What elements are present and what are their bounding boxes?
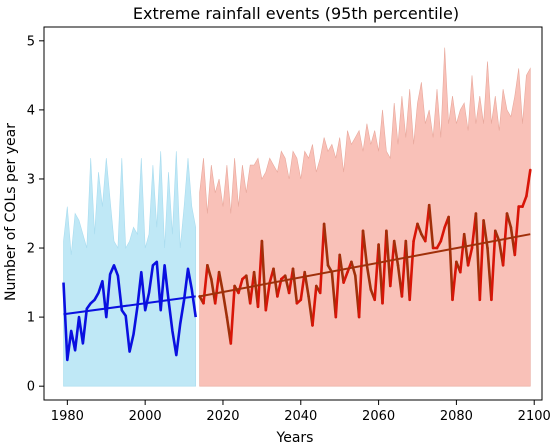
projection-series-segment xyxy=(322,222,330,267)
projection-series-segment xyxy=(521,194,528,208)
x-tick-label: 2020 xyxy=(206,409,239,424)
plot-frame xyxy=(43,26,543,401)
y-tick-label: 1 xyxy=(27,311,35,326)
projection-series-segment xyxy=(365,263,373,291)
x-tick-label: 2060 xyxy=(362,409,395,424)
projection-series-segment xyxy=(350,260,357,278)
historical-range-band xyxy=(63,151,196,387)
projection-series-segment xyxy=(237,277,244,295)
projection-trend-line xyxy=(199,233,531,298)
projection-range-band xyxy=(199,47,531,387)
x-tick-label: 2040 xyxy=(284,409,317,424)
projection-series-segment xyxy=(478,219,485,302)
historical-trend-line xyxy=(63,295,196,316)
projection-series-segment xyxy=(427,203,435,250)
y-tick-label: 2 xyxy=(27,242,35,257)
projection-series-segment xyxy=(439,226,447,243)
projection-series-segment xyxy=(408,239,415,302)
projection-series-segment xyxy=(482,219,489,250)
projection-series-segment xyxy=(217,270,225,295)
historical-series-line xyxy=(62,260,197,362)
projection-series-segment xyxy=(447,215,454,302)
projection-series-segment xyxy=(462,232,470,267)
projection-series-segment xyxy=(318,222,326,295)
projection-series-segment xyxy=(206,263,213,281)
projection-series-segment xyxy=(513,205,521,257)
projection-series-segment xyxy=(342,270,349,284)
projection-series-segment xyxy=(458,232,466,274)
projection-series-segment xyxy=(392,239,400,267)
projection-series-segment xyxy=(490,229,497,302)
projection-series-segment xyxy=(525,168,532,198)
projection-series-segment xyxy=(229,284,236,345)
projection-series-segment xyxy=(221,291,229,319)
projection-series-segment xyxy=(311,284,318,327)
x-tick-label: 1980 xyxy=(51,409,84,424)
projection-series-segment xyxy=(466,246,474,267)
projection-series-segment xyxy=(334,253,342,319)
x-tick-label: 2080 xyxy=(440,409,473,424)
x-axis-label: Years xyxy=(276,430,314,446)
projection-series-segment xyxy=(388,239,396,288)
y-axis-label: Number of COLs per year xyxy=(3,123,19,301)
projection-series-segment xyxy=(381,229,388,305)
chart-title: Extreme rainfall events (95th percentile… xyxy=(133,4,459,23)
projection-series-segment xyxy=(202,263,209,305)
projection-series-segment xyxy=(412,222,419,243)
y-tick-label: 5 xyxy=(27,34,35,49)
y-tick-label: 0 xyxy=(27,380,35,395)
projection-series-segment xyxy=(385,229,392,288)
x-tick-label: 2100 xyxy=(518,409,550,424)
plot-area xyxy=(62,47,532,387)
projection-series-segment xyxy=(451,260,458,302)
axes: 1980 2000 2020 2040 2060 2080 2100 0 1 2 3 4 5 xyxy=(27,34,550,424)
projection-series-segment xyxy=(291,267,299,305)
projection-series-segment xyxy=(505,212,513,229)
projection-series-segment xyxy=(213,270,221,305)
projection-series-segment xyxy=(361,229,369,267)
projection-series-segment xyxy=(435,239,443,250)
x-tick-label: 2000 xyxy=(129,409,162,424)
projection-series-segment xyxy=(474,212,482,302)
projection-series-segment xyxy=(260,239,268,312)
projection-series-segment xyxy=(357,229,365,319)
y-tick-label: 4 xyxy=(27,103,35,118)
projection-series-segment xyxy=(264,281,272,312)
projection-series-segment xyxy=(416,222,423,236)
y-tick-label: 3 xyxy=(27,172,35,187)
